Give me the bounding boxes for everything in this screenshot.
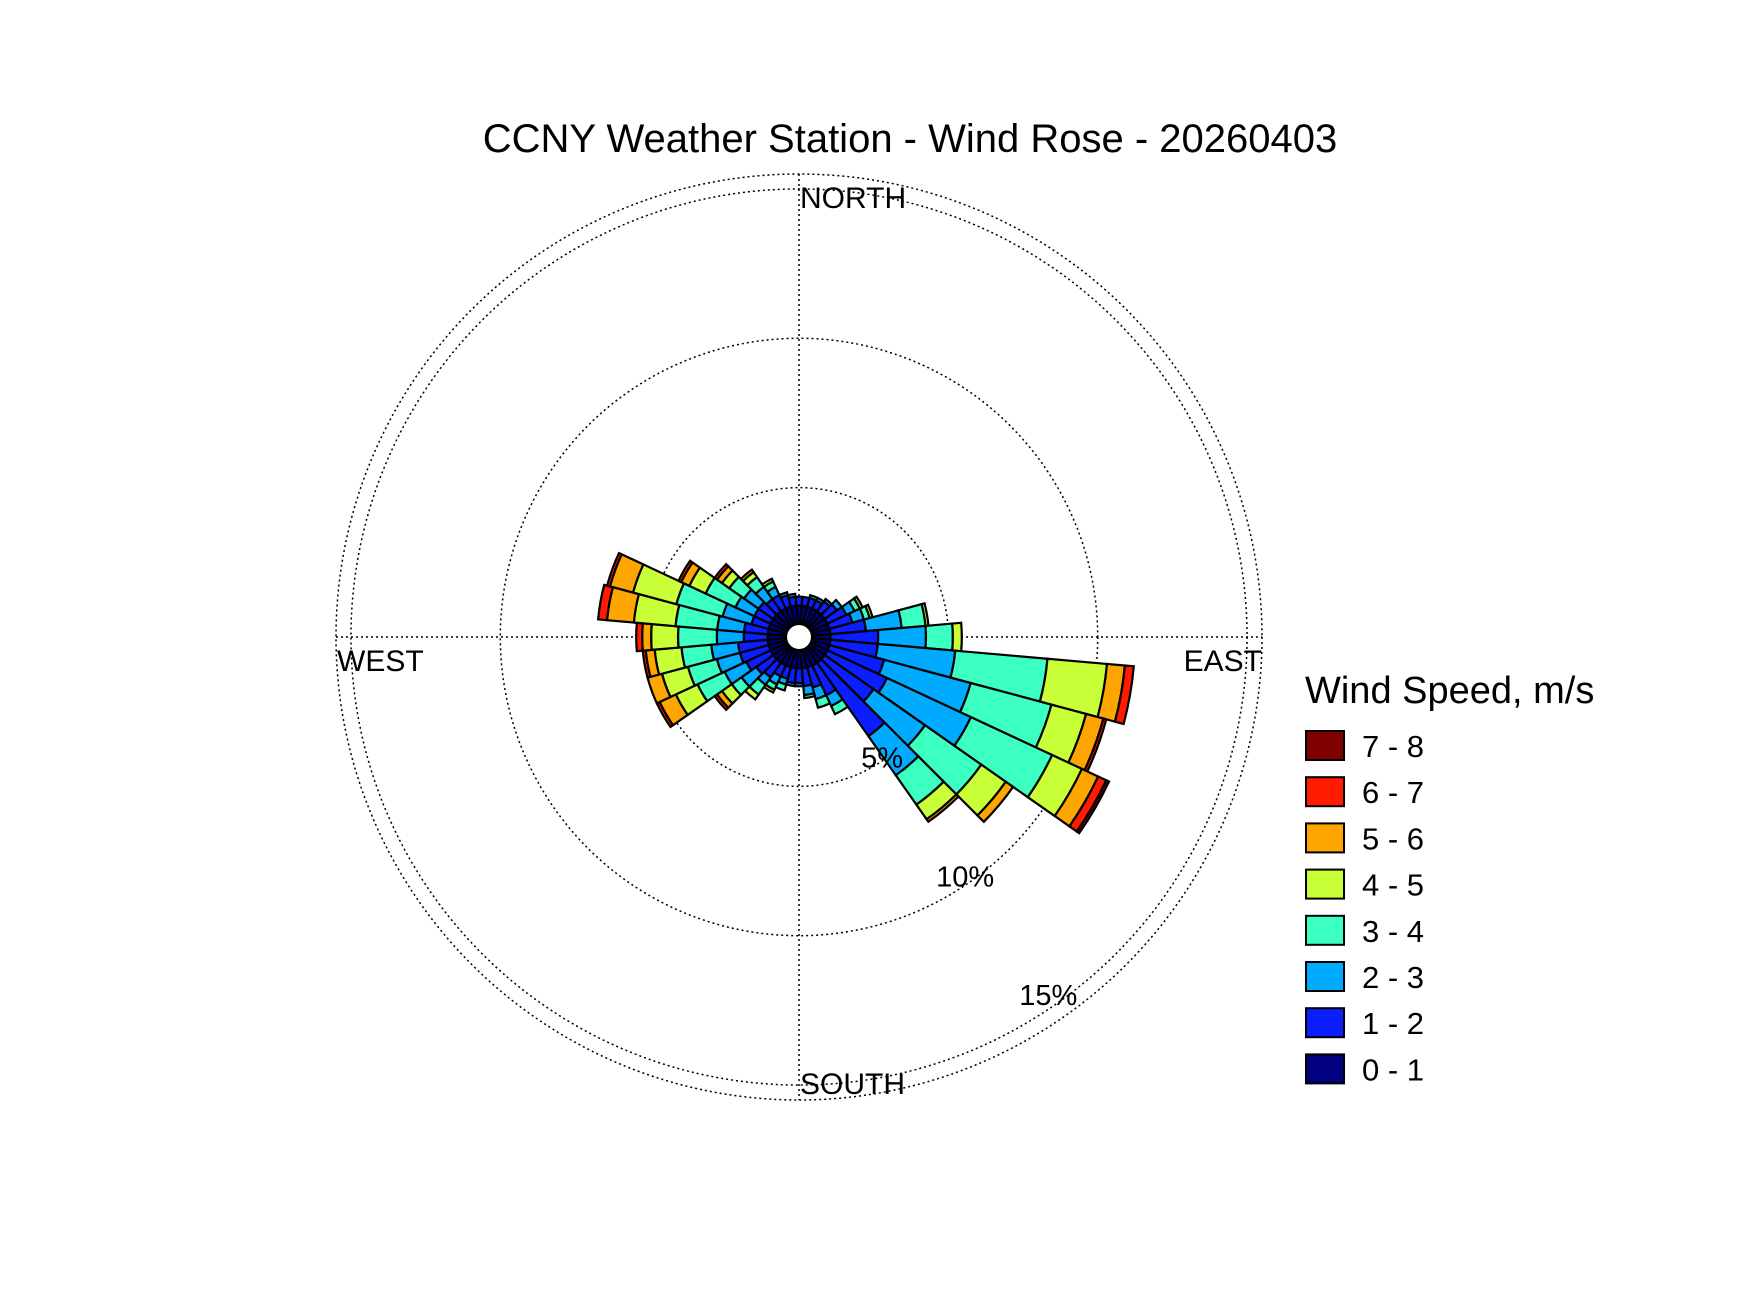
ring-labels: 5% 10% 15%	[861, 743, 1077, 1012]
east-label: EAST	[1184, 645, 1262, 678]
sector-90-bin-4-5	[951, 621, 963, 653]
sector-270-bin-5-6	[641, 622, 653, 652]
legend-title: Wind Speed, m/s	[1305, 670, 1594, 712]
west-label: WEST	[337, 645, 424, 678]
sector-270-bin-4-5	[650, 622, 680, 652]
sector-330-bin-4-5	[760, 577, 775, 589]
wind-sectors	[596, 551, 1135, 835]
sector-340-bin-2-3	[777, 590, 790, 600]
chart-title: CCNY Weather Station - Wind Rose - 20260…	[483, 117, 1338, 161]
sector-170-bin-3-4	[802, 691, 817, 700]
legend-items: 7 - 8 6 - 7 5 - 6 4 - 5 3 - 4 2 - 3 1 - 2 0 - 1	[1305, 729, 1424, 1087]
sector-290-bin-6-7	[605, 551, 624, 588]
legend-label-3-4: 3 - 4	[1362, 914, 1424, 949]
legend-label-0-1: 0 - 1	[1362, 1052, 1424, 1087]
legend: Wind Speed, m/s 7 - 8 6 - 7 5 - 6 4 - 5 3 - …	[1305, 670, 1594, 1087]
legend-label-1-2: 1 - 2	[1362, 1006, 1424, 1041]
south-label: SOUTH	[800, 1068, 905, 1101]
legend-swatch-4-5	[1305, 868, 1345, 900]
sector-160-bin-3-4	[814, 693, 832, 710]
ring-label-1: 5%	[861, 743, 903, 775]
legend-swatch-1-2	[1305, 1007, 1345, 1039]
ring-label-2: 10%	[936, 861, 994, 893]
legend-swatch-5-6	[1305, 822, 1345, 854]
sector-320-bin-5-6	[739, 568, 756, 583]
legend-label-2-3: 2 - 3	[1362, 960, 1424, 995]
sector-350-bin-2-3	[786, 592, 797, 600]
legend-label-7-8: 7 - 8	[1362, 729, 1424, 764]
sector-150-bin-3-4	[829, 697, 850, 716]
sector-100-bin-6-7	[1113, 664, 1135, 726]
calm-circle	[784, 622, 814, 652]
legend-swatch-3-4	[1305, 914, 1345, 946]
sector-90-bin-3-4	[924, 622, 954, 652]
legend-swatch-7-8	[1305, 730, 1345, 761]
legend-label-6-7: 6 - 7	[1362, 775, 1424, 810]
sector-270-bin-6-7	[635, 621, 644, 653]
sector-120-bin-7-8	[1075, 778, 1111, 835]
sector-310-bin-6-7	[713, 562, 730, 582]
north-label: NORTH	[800, 182, 906, 215]
legend-swatch-6-7	[1305, 776, 1345, 808]
legend-swatch-0-1	[1305, 1053, 1345, 1085]
legend-swatch-2-3	[1305, 961, 1345, 992]
legend-label-4-5: 4 - 5	[1362, 868, 1424, 903]
sector-300-bin-6-7	[677, 559, 695, 584]
legend-label-5-6: 5 - 6	[1362, 821, 1424, 856]
sector-140-bin-5-6	[925, 792, 961, 824]
ring-label-3: 15%	[1019, 980, 1077, 1012]
sector-130-bin-5-6	[975, 780, 1015, 824]
sector-280-bin-6-7	[596, 583, 615, 622]
